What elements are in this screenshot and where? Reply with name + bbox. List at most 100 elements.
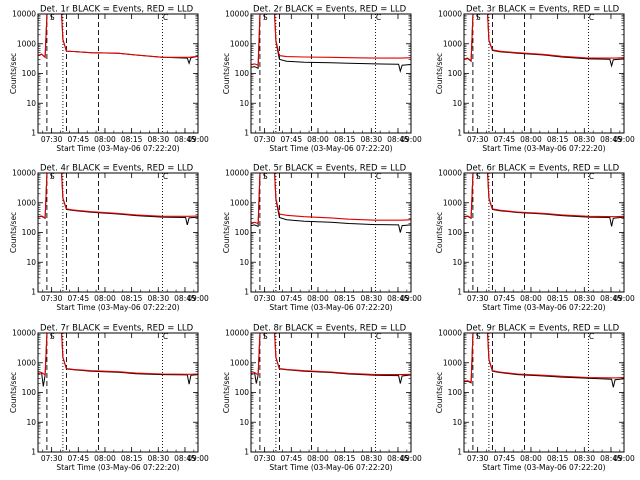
y-tick-label: 100 [235, 228, 250, 237]
x-tick-label: 07:30 [467, 454, 489, 463]
y-tick-label: 1 [457, 288, 462, 297]
x-tick-label: 08:30 [147, 294, 169, 303]
y-tick-label: 100 [448, 228, 463, 237]
series-lld-line [464, 14, 624, 62]
x-tick-label: 08:15 [121, 135, 143, 144]
y-axis-label: Counts/sec [9, 212, 18, 253]
plot-frame [463, 332, 625, 453]
y-axis-label: Counts/sec [222, 372, 231, 413]
series-lld-line [38, 14, 198, 59]
x-tick-label: 08:00 [94, 454, 116, 463]
x-tick-label: 07:45 [67, 294, 89, 303]
y-tick-label: 10000 [225, 329, 249, 338]
chart-panel-2: Det. 2r BLACK = Events, RED = LLD 1 10 100 1… [222, 5, 422, 154]
x-tick-label: 08:00 [520, 294, 542, 303]
plot-frame [463, 13, 625, 134]
x-tick-label: 07:30 [41, 135, 63, 144]
y-tick-label: 1000 [17, 39, 36, 48]
x-tick-label: 09:00 [613, 135, 635, 144]
y-tick-label: 1 [244, 448, 249, 457]
chart-panel-9: Det. 9r BLACK = Events, RED = LLD 1 10 100 1… [435, 324, 635, 473]
x-tick-label: 07:45 [280, 135, 302, 144]
y-tick-label: 100 [448, 69, 463, 78]
x-tick-label: 08:00 [307, 135, 329, 144]
x-tick-label: 09:00 [613, 454, 635, 463]
y-tick-label: 100 [22, 69, 37, 78]
x-tick-label: 08:15 [121, 454, 143, 463]
marker-label: S [476, 172, 481, 181]
x-tick-label: 08:15 [334, 135, 356, 144]
x-tick-label: 08:00 [94, 294, 116, 303]
marker-label: C [376, 332, 381, 341]
x-tick-label: 07:45 [493, 135, 515, 144]
x-tick-label: 08:15 [547, 135, 569, 144]
y-tick-label: 1000 [443, 198, 462, 207]
x-tick-label: 08:45 [387, 454, 409, 463]
y-tick-label: 1 [31, 288, 36, 297]
y-axis-label: Counts/sec [222, 212, 231, 253]
marker-label: C [163, 332, 168, 341]
marker-label: S [263, 172, 268, 181]
x-tick-label: 08:15 [334, 454, 356, 463]
chart-panel-6: Det. 6r BLACK = Events, RED = LLD 1 10 100 1… [435, 164, 635, 313]
x-tick-label: 08:45 [174, 294, 196, 303]
marker-label: C [589, 13, 594, 22]
x-tick-label: 07:30 [467, 135, 489, 144]
y-axis-label: Counts/sec [435, 212, 444, 253]
chart-title: Det. 2r BLACK = Events, RED = LLD [253, 5, 407, 15]
y-tick-label: 10000 [12, 10, 36, 19]
x-tick-label: 08:30 [147, 454, 169, 463]
plot-frame [37, 172, 199, 293]
marker-label: C [589, 172, 594, 181]
x-tick-label: 08:30 [573, 294, 595, 303]
x-tick-label: 09:00 [400, 454, 422, 463]
x-axis-label: Start Time (03-May-06 07:22:20) [269, 463, 392, 472]
y-tick-label: 1000 [230, 358, 249, 367]
x-tick-label: 07:45 [67, 454, 89, 463]
x-axis-label: Start Time (03-May-06 07:22:20) [482, 463, 605, 472]
x-tick-label: 08:15 [547, 454, 569, 463]
x-tick-label: 07:45 [493, 454, 515, 463]
x-axis-label: Start Time (03-May-06 07:22:20) [56, 463, 179, 472]
y-tick-label: 1 [457, 129, 462, 138]
x-tick-label: 07:30 [41, 294, 63, 303]
x-tick-label: 08:45 [600, 294, 622, 303]
x-tick-label: 09:00 [400, 135, 422, 144]
y-tick-label: 10 [26, 99, 36, 108]
x-tick-label: 07:30 [254, 454, 276, 463]
x-tick-label: 07:45 [493, 294, 515, 303]
x-tick-label: 08:45 [174, 135, 196, 144]
y-tick-label: 10000 [225, 10, 249, 19]
x-tick-label: 09:00 [187, 294, 209, 303]
y-tick-label: 1 [31, 448, 36, 457]
x-tick-label: 08:45 [174, 454, 196, 463]
plot-frame [37, 13, 199, 134]
y-tick-label: 10000 [12, 169, 36, 178]
y-tick-label: 10 [452, 99, 462, 108]
marker-label: C [589, 332, 594, 341]
series-lld-line [38, 173, 198, 219]
y-tick-label: 10 [452, 418, 462, 427]
x-axis-label: Start Time (03-May-06 07:22:20) [482, 303, 605, 312]
series-lld-line [464, 173, 624, 219]
chart-panel-8: Det. 8r BLACK = Events, RED = LLD 1 10 100 1… [222, 324, 422, 473]
y-tick-label: 10 [26, 258, 36, 267]
x-tick-label: 08:30 [360, 294, 382, 303]
x-axis-label: Start Time (03-May-06 07:22:20) [482, 144, 605, 153]
y-tick-label: 100 [448, 388, 463, 397]
marker-label: S [50, 172, 55, 181]
x-axis-label: Start Time (03-May-06 07:22:20) [56, 144, 179, 153]
plot-frame [250, 332, 412, 453]
plot-frame [463, 172, 625, 293]
chart-title: Det. 1r BLACK = Events, RED = LLD [40, 5, 194, 15]
y-tick-label: 1000 [17, 198, 36, 207]
y-axis-label: Counts/sec [435, 372, 444, 413]
chart-panel-4: Det. 4r BLACK = Events, RED = LLD 1 10 100 1… [9, 164, 209, 313]
x-tick-label: 08:45 [600, 135, 622, 144]
y-tick-label: 1000 [443, 358, 462, 367]
marker-label: S [50, 332, 55, 341]
y-tick-label: 10000 [438, 10, 462, 19]
x-axis-label: Start Time (03-May-06 07:22:20) [56, 303, 179, 312]
series-lld-line [251, 14, 411, 66]
x-tick-label: 07:30 [41, 454, 63, 463]
